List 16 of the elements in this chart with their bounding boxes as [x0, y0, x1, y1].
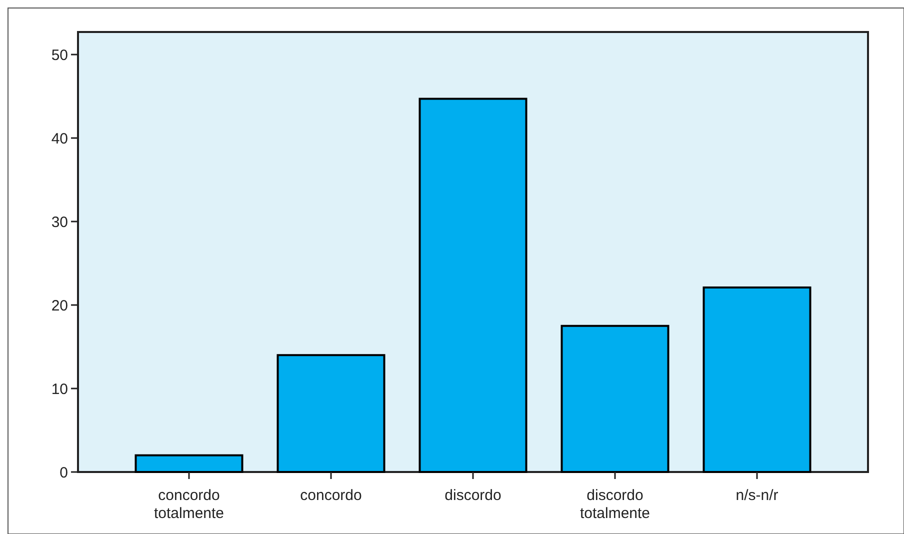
y-tick-label: 30: [51, 214, 68, 231]
x-tick-label: concordo totalmente: [154, 487, 224, 522]
y-tick-label: 40: [51, 130, 68, 148]
bar: [702, 286, 812, 473]
bar: [418, 98, 528, 473]
bar: [276, 354, 386, 473]
bar: [560, 324, 670, 473]
x-tick-label: discordo: [444, 487, 502, 504]
y-tick-label: 10: [51, 380, 68, 398]
x-tick-label: concordo: [300, 487, 362, 504]
y-tick-label: 20: [51, 297, 68, 314]
x-tick-label: n/s-n/r: [736, 487, 778, 504]
y-tick-label: 50: [51, 46, 68, 64]
x-tick-label: discordo totalmente: [580, 487, 650, 522]
bar: [134, 454, 244, 473]
y-tick-label: 0: [60, 464, 68, 482]
